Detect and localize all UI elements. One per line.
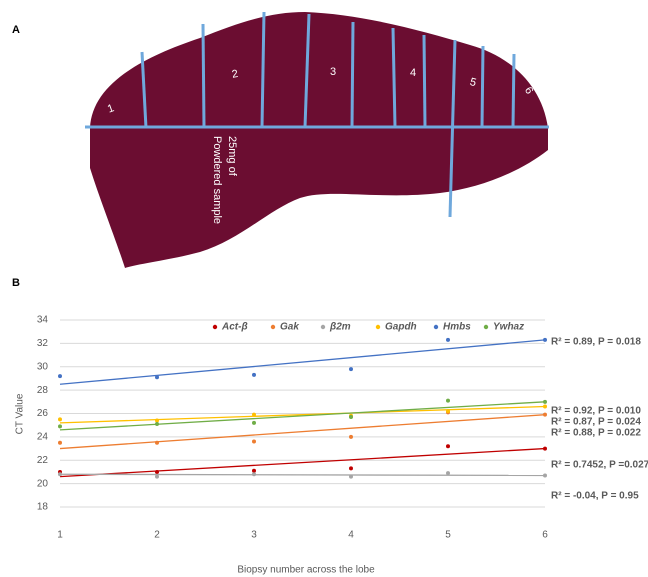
y-tick-label: 22 [37, 455, 49, 466]
y-tick-label: 34 [37, 315, 49, 326]
point [58, 417, 62, 421]
point [155, 470, 159, 474]
trend-annotation: R² = 0.89, P = 0.018 [551, 337, 641, 348]
legend-marker [376, 325, 380, 329]
point [543, 473, 547, 477]
y-tick-label: 18 [37, 502, 49, 513]
legend-marker [484, 325, 488, 329]
point [446, 399, 450, 403]
point [543, 404, 547, 408]
legend-marker [213, 325, 217, 329]
segment-label: 3 [330, 66, 336, 78]
y-tick-label: 30 [37, 361, 49, 372]
point [446, 338, 450, 342]
point [349, 415, 353, 419]
trendline [60, 340, 545, 384]
panel-label: B [12, 277, 20, 289]
y-tick-label: 26 [37, 408, 49, 419]
trend-annotation: R² = -0.04, P = 0.95 [551, 491, 639, 502]
x-tick-label: 3 [251, 530, 257, 541]
point [58, 374, 62, 378]
point [446, 444, 450, 448]
x-tick-label: 1 [57, 530, 63, 541]
legend-label: Gapdh [385, 322, 417, 333]
point [155, 441, 159, 445]
point [446, 471, 450, 475]
point [155, 419, 159, 423]
legend-marker [321, 325, 325, 329]
y-axis-label: CT Value [15, 393, 26, 434]
legend-label: Act-β [221, 322, 248, 333]
legend-marker [271, 325, 275, 329]
trend-annotation: R² = 0.87, P = 0.024 [551, 417, 641, 428]
x-tick-label: 2 [154, 530, 160, 541]
point [349, 367, 353, 371]
point [543, 447, 547, 451]
point [446, 409, 450, 413]
y-tick-label: 20 [37, 478, 49, 489]
legend-label: Hmbs [443, 322, 471, 333]
annotation: 25mg of [226, 136, 238, 177]
point [252, 440, 256, 444]
trendline [60, 474, 545, 475]
trend-annotation: R² = 0.7452, P =0.027 [551, 460, 648, 471]
annotation: Powdered sample [211, 136, 223, 224]
point [252, 469, 256, 473]
point [155, 475, 159, 479]
trendline [60, 449, 545, 477]
point [58, 424, 62, 428]
x-tick-label: 5 [445, 530, 451, 541]
point [252, 373, 256, 377]
legend-label: Ywhaz [493, 322, 524, 333]
legend-marker [434, 325, 438, 329]
point [543, 400, 547, 404]
segment-label: 4 [410, 67, 416, 79]
point [349, 435, 353, 439]
y-tick-label: 32 [37, 338, 49, 349]
point [58, 441, 62, 445]
lobe [90, 12, 548, 268]
trend-annotation: R² = 0.88, P = 0.022 [551, 428, 641, 439]
x-axis-label: Biopsy number across the lobe [237, 565, 375, 576]
point [58, 472, 62, 476]
point [543, 338, 547, 342]
legend-label: β2m [329, 322, 351, 333]
point [155, 422, 159, 426]
x-tick-label: 4 [348, 530, 354, 541]
point [349, 475, 353, 479]
point [252, 472, 256, 476]
trend-annotation: R² = 0.92, P = 0.010 [551, 406, 641, 417]
y-tick-label: 28 [37, 385, 49, 396]
point [155, 375, 159, 379]
y-tick-label: 24 [37, 432, 49, 443]
legend-label: Gak [280, 322, 299, 333]
figure: A 1 2 3 4 5 6 25mg of Powdered sample B … [0, 0, 648, 577]
point [543, 413, 547, 417]
point [252, 421, 256, 425]
point [252, 413, 256, 417]
x-tick-label: 6 [542, 530, 548, 541]
point [349, 466, 353, 470]
panel-label: A [12, 24, 20, 36]
trendline [60, 402, 545, 430]
